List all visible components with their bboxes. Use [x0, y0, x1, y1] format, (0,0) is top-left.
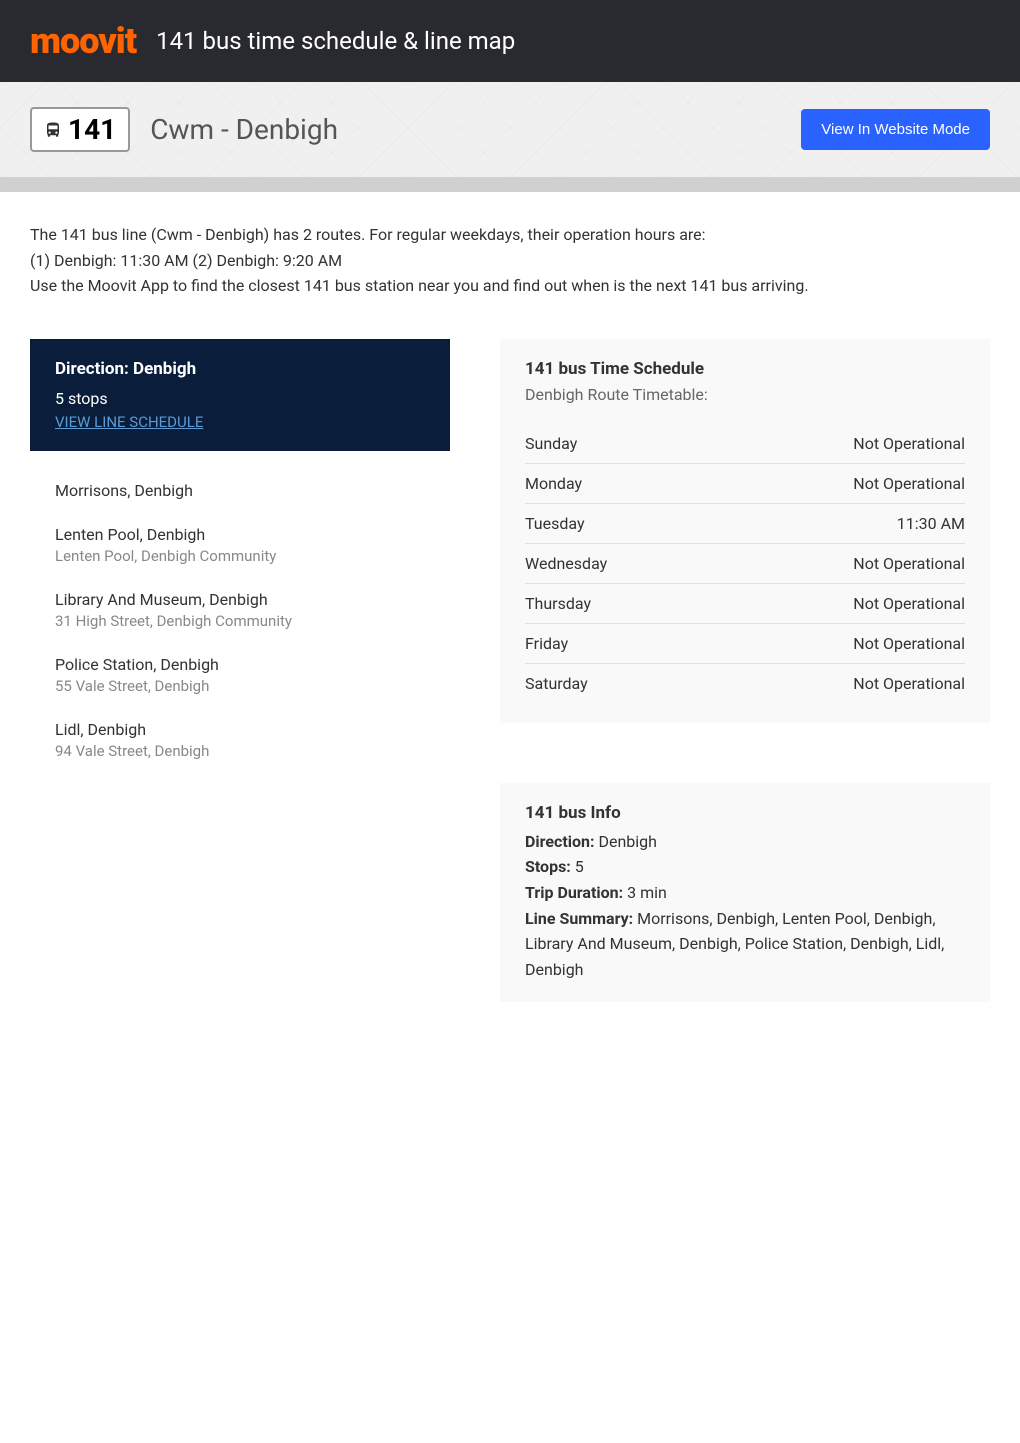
stop-address: Lenten Pool, Denbigh Community — [55, 547, 425, 565]
description-line: The 141 bus line (Cwm - Denbigh) has 2 r… — [30, 222, 990, 248]
view-schedule-link[interactable]: VIEW LINE SCHEDULE — [55, 413, 203, 431]
info-label: Stops: — [525, 857, 571, 876]
info-label: Line Summary: — [525, 909, 633, 928]
schedule-row: Tuesday 11:30 AM — [525, 504, 965, 544]
schedule-row: Thursday Not Operational — [525, 584, 965, 624]
schedule-title: 141 bus Time Schedule — [525, 359, 965, 379]
header: moovit 141 bus time schedule & line map — [0, 0, 1020, 82]
info-label: Trip Duration: — [525, 883, 623, 902]
schedule-time: Not Operational — [853, 434, 965, 453]
info-stops: Stops: 5 — [525, 854, 965, 880]
divider-strip — [0, 177, 1020, 192]
schedule-subtitle: Denbigh Route Timetable: — [525, 385, 965, 404]
schedule-day: Friday — [525, 634, 568, 653]
info-value: Denbigh — [594, 832, 656, 851]
stops-list: Morrisons, Denbigh Lenten Pool, Denbigh … — [30, 451, 450, 815]
info-label: Direction: — [525, 832, 594, 851]
schedule-row: Friday Not Operational — [525, 624, 965, 664]
schedule-time: Not Operational — [853, 554, 965, 573]
schedule-day: Saturday — [525, 674, 588, 693]
direction-title: Direction: Denbigh — [55, 359, 425, 379]
bus-info-card: 141 bus Info Direction: Denbigh Stops: 5… — [500, 783, 990, 1003]
info-direction: Direction: Denbigh — [525, 829, 965, 855]
info-summary: Line Summary: Morrisons, Denbigh, Lenten… — [525, 906, 965, 983]
schedule-card: 141 bus Time Schedule Denbigh Route Time… — [500, 339, 990, 723]
description-line: (1) Denbigh: 11:30 AM (2) Denbigh: 9:20 … — [30, 248, 990, 274]
route-number: 141 — [68, 113, 116, 146]
stop-name: Lenten Pool, Denbigh — [55, 525, 425, 544]
route-badge-container: 141 Cwm - Denbigh — [30, 107, 338, 152]
description-line: Use the Moovit App to find the closest 1… — [30, 273, 990, 299]
stop-item: Lenten Pool, Denbigh Lenten Pool, Denbig… — [55, 525, 425, 565]
stop-name: Library And Museum, Denbigh — [55, 590, 425, 609]
schedule-day: Monday — [525, 474, 582, 493]
route-badge: 141 — [30, 107, 130, 152]
schedule-time: Not Operational — [853, 674, 965, 693]
moovit-logo: moovit — [30, 20, 136, 62]
main-content: Direction: Denbigh 5 stops VIEW LINE SCH… — [0, 339, 1020, 1103]
stop-item: Morrisons, Denbigh — [55, 481, 425, 500]
left-column: Direction: Denbigh 5 stops VIEW LINE SCH… — [30, 339, 450, 815]
stop-item: Police Station, Denbigh 55 Vale Street, … — [55, 655, 425, 695]
stop-item: Library And Museum, Denbigh 31 High Stre… — [55, 590, 425, 630]
schedule-row: Sunday Not Operational — [525, 424, 965, 464]
stop-name: Morrisons, Denbigh — [55, 481, 425, 500]
stop-address: 55 Vale Street, Denbigh — [55, 677, 425, 695]
info-value: 5 — [571, 857, 584, 876]
direction-card: Direction: Denbigh 5 stops VIEW LINE SCH… — [30, 339, 450, 451]
schedule-row: Wednesday Not Operational — [525, 544, 965, 584]
page-title: 141 bus time schedule & line map — [156, 27, 515, 55]
stop-address: 31 High Street, Denbigh Community — [55, 612, 425, 630]
info-duration: Trip Duration: 3 min — [525, 880, 965, 906]
info-title: 141 bus Info — [525, 803, 965, 823]
schedule-time: Not Operational — [853, 594, 965, 613]
schedule-day: Sunday — [525, 434, 577, 453]
stop-name: Police Station, Denbigh — [55, 655, 425, 674]
schedule-day: Wednesday — [525, 554, 607, 573]
stop-address: 94 Vale Street, Denbigh — [55, 742, 425, 760]
schedule-day: Tuesday — [525, 514, 585, 533]
direction-stops-count: 5 stops — [55, 389, 425, 408]
route-name: Cwm - Denbigh — [150, 113, 338, 146]
view-website-button[interactable]: View In Website Mode — [801, 109, 990, 150]
stop-item: Lidl, Denbigh 94 Vale Street, Denbigh — [55, 720, 425, 760]
info-value: 3 min — [623, 883, 667, 902]
route-description: The 141 bus line (Cwm - Denbigh) has 2 r… — [0, 192, 1020, 339]
schedule-row: Monday Not Operational — [525, 464, 965, 504]
schedule-row: Saturday Not Operational — [525, 664, 965, 703]
schedule-day: Thursday — [525, 594, 591, 613]
schedule-time: 11:30 AM — [897, 514, 965, 533]
bus-icon — [44, 121, 62, 139]
route-header: 141 Cwm - Denbigh View In Website Mode — [0, 82, 1020, 177]
stop-name: Lidl, Denbigh — [55, 720, 425, 739]
right-column: 141 bus Time Schedule Denbigh Route Time… — [500, 339, 990, 1063]
schedule-time: Not Operational — [853, 634, 965, 653]
schedule-time: Not Operational — [853, 474, 965, 493]
